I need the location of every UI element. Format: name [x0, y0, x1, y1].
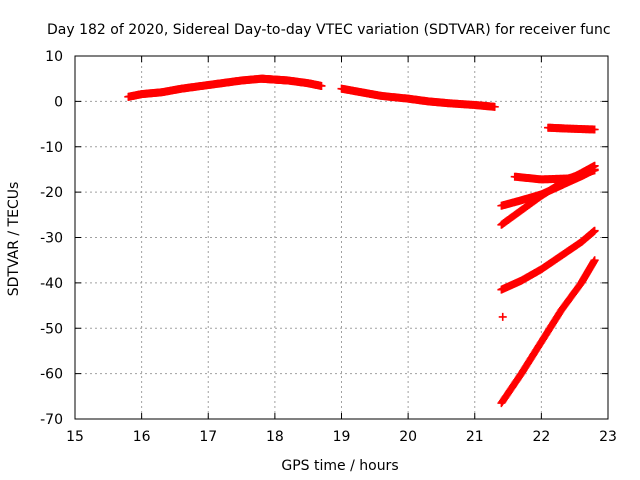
y-tick-label: -30 — [40, 231, 63, 247]
tick-layer: 15 16 17 18 19 20 21 22 23 10 0 -10 -20 -30 -40 -50 -60 -… — [40, 49, 617, 445]
y-tick-label: -70 — [40, 412, 63, 428]
y-tick-label: -50 — [40, 321, 63, 337]
x-tick-label: 19 — [333, 429, 351, 445]
series-6 — [510, 166, 599, 184]
x-tick-label: 18 — [266, 429, 284, 445]
chart-title: Day 182 of 2020, Sidereal Day-to-day VTE… — [47, 22, 611, 38]
series-3 — [544, 123, 599, 134]
y-tick-label: 10 — [45, 49, 63, 65]
x-tick-label: 15 — [66, 429, 84, 445]
series-1 — [124, 74, 326, 101]
data-point — [490, 102, 499, 111]
series-7 — [497, 226, 599, 294]
data-point — [590, 256, 599, 265]
x-tick-label: 22 — [532, 429, 550, 445]
plot-frame — [74, 55, 609, 420]
y-tick-label: -40 — [40, 276, 63, 292]
data-point — [498, 312, 507, 321]
x-tick-label: 20 — [399, 429, 417, 445]
series-2 — [337, 84, 499, 111]
series-8 — [497, 256, 599, 408]
x-axis-label: GPS time / hours — [281, 458, 398, 474]
data-point — [317, 81, 326, 90]
data-point — [590, 226, 599, 235]
data-point — [590, 125, 599, 134]
y-tick-label: -20 — [40, 185, 63, 201]
y-tick-label: 0 — [54, 94, 63, 110]
points-layer — [124, 74, 599, 408]
series-9 — [498, 312, 507, 321]
grid-layer — [75, 56, 608, 419]
y-tick-label: -60 — [40, 367, 63, 383]
x-tick-label: 17 — [199, 429, 217, 445]
x-tick-label: 16 — [133, 429, 151, 445]
data-point — [590, 166, 599, 175]
y-axis-label: SDTVAR / TECUs — [6, 182, 22, 297]
x-tick-label: 23 — [599, 429, 617, 445]
y-tick-label: -10 — [40, 140, 63, 156]
x-tick-label: 21 — [466, 429, 484, 445]
